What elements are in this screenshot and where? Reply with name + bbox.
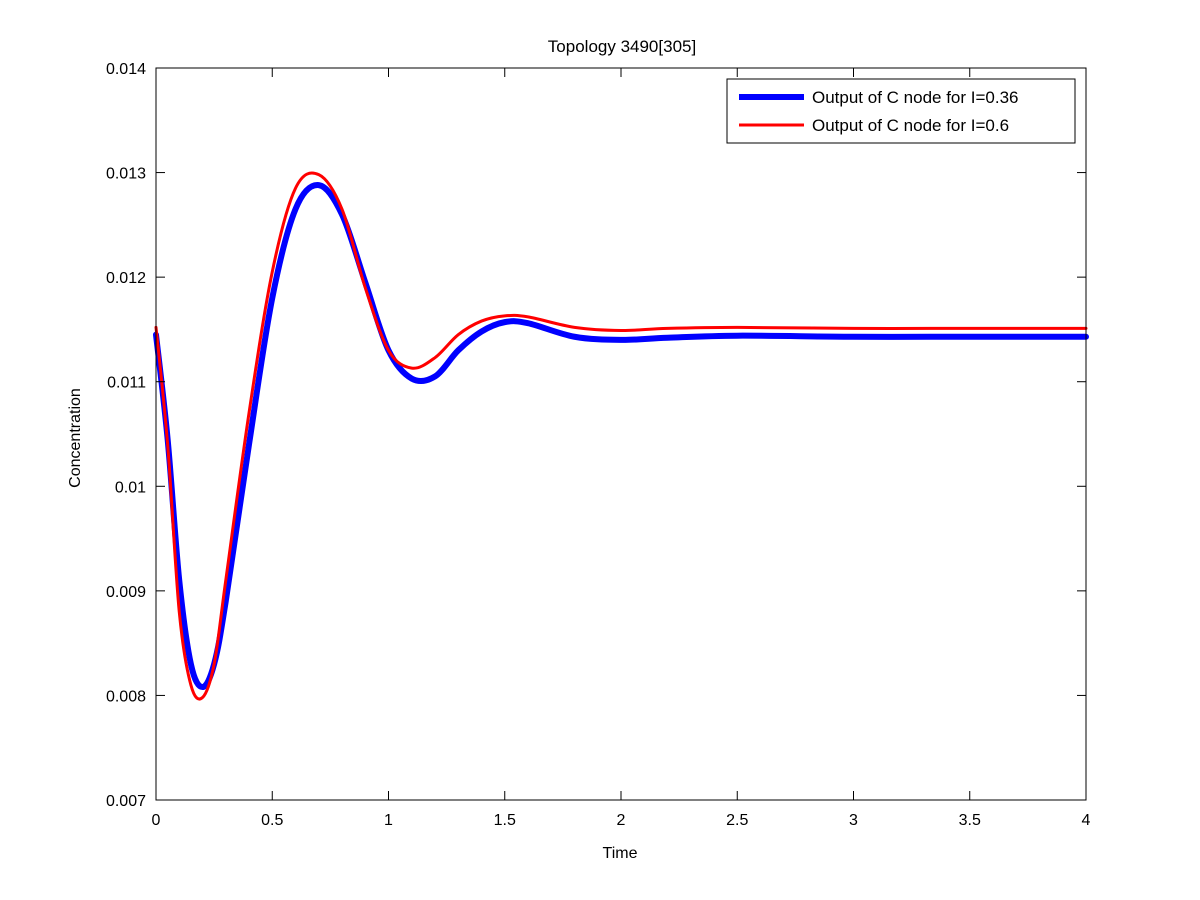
y-tick-label: 0.008 (106, 688, 146, 705)
y-tick-label: 0.013 (106, 166, 146, 183)
x-tick-label: 0 (152, 812, 161, 829)
x-tick-label: 3 (849, 812, 858, 829)
chart-title: Topology 3490[305] (548, 37, 696, 56)
series-layer (153, 171, 1089, 701)
legend-label-2: Output of C node for I=0.6 (812, 116, 1009, 135)
x-tick-label: 3.5 (959, 812, 981, 829)
x-tick-label: 4 (1082, 812, 1091, 829)
legend-box (726, 78, 1076, 144)
y-tick-label: 0.012 (106, 270, 146, 287)
x-tick-label: 1.5 (494, 812, 516, 829)
x-axis-label: Time (603, 845, 638, 862)
y-axis-label: Concentration (67, 388, 84, 488)
y-tick-label: 0.007 (106, 793, 146, 810)
plot-area (156, 68, 1086, 800)
x-tick-label: 0.5 (261, 812, 283, 829)
series-line-2 (154, 171, 1088, 701)
y-tick-label: 0.009 (106, 584, 146, 601)
x-tick-label: 2 (617, 812, 626, 829)
legend: Output of C node for I=0.36 Output of C n… (726, 78, 1076, 144)
y-tick-label: 0.01 (115, 479, 146, 496)
y-tick-label: 0.014 (106, 61, 146, 78)
x-tick-label: 2.5 (726, 812, 748, 829)
legend-label-1: Output of C node for I=0.36 (812, 88, 1019, 107)
y-tick-label: 0.011 (107, 375, 146, 392)
plot-background (156, 68, 1086, 800)
x-tick-label: 1 (384, 812, 393, 829)
axes-layer: 0 0.5 1 1.5 2 2.5 3 3.5 4 0.007 0.008 0.009 0.01 0.01… (106, 61, 1091, 829)
